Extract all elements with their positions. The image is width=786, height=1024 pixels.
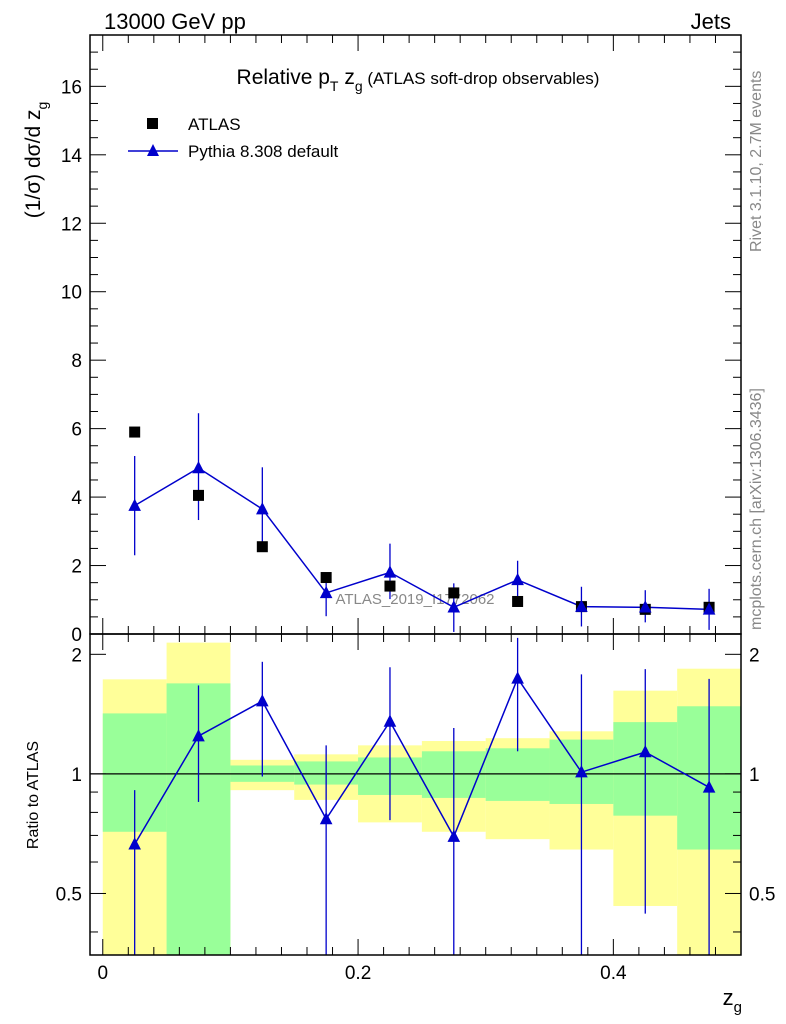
ratio-point [447,829,461,842]
pythia-point [128,498,141,511]
y-tick-label: 12 [61,214,82,235]
band-inner [485,748,550,801]
ratio-y-tick-label-left: 2 [71,645,82,666]
legend-marker-atlas [147,118,158,129]
y-tick-label: 6 [71,420,82,441]
pythia-line [134,467,710,611]
xlabel-main: z [723,985,734,1010]
x-tick-label: 0.2 [345,963,371,984]
title-main: Relative p [237,66,330,89]
ratio-point [128,837,141,850]
y-tick-label: 2 [71,557,82,578]
ratio-plot-frame [89,633,742,956]
mcplots-label: mcplots.cern.ch [arXiv:1306.3436] [748,388,765,630]
ratio-y-tick-label-right: 2 [749,645,760,666]
legend-marker-pythia [147,144,159,156]
xlabel-sub: g [734,999,742,1016]
ratio-y-tick-label-left: 0.5 [56,884,82,905]
pythia-point [447,600,461,613]
atlas-point [129,426,141,438]
pythia-point [192,460,205,474]
ratio-plot: 0.5 0.5 1 1 2 2 0 0.2 0.4 Ratio to ATLAS zg [25,633,775,1016]
atlas-point [256,541,268,553]
ratio-point [702,780,716,793]
ratio-point [192,729,205,742]
legend-label-pythia: Pythia 8.308 default [188,142,339,161]
y-tick-label: 0 [71,625,82,646]
title-sub1: T [330,78,339,94]
x-axis-label: zg [723,985,742,1016]
x-tick-label: 0 [97,963,108,984]
pythia-point [383,565,397,578]
chart-title: Relative pT zg (ATLAS soft-drop observab… [237,66,600,94]
header-right: Jets [691,9,731,34]
rivet-label: Rivet 3.1.10, 2.7M events [748,71,765,252]
pythia-point [638,600,652,613]
ratio-y-tick-label-left: 1 [71,765,82,786]
header-left: 13000 GeV pp [104,9,246,34]
ratio-point [575,765,588,778]
y-tick-label: 8 [71,351,82,372]
ratio-line [134,676,710,845]
ratio-point [511,671,524,684]
pythia-point [575,599,588,612]
y-tick-label: 14 [61,146,83,167]
y-tick-label: 16 [61,77,82,98]
pythia-point [256,502,269,515]
y-tick-label: 10 [61,283,82,304]
ylabel-sub: g [34,102,50,110]
legend-label-atlas: ATLAS [188,115,241,134]
pythia-point [702,602,716,615]
ratio-point [638,745,652,758]
ratio-point [319,811,333,825]
ratio-y-tick-label-right: 0.5 [749,884,775,905]
atlas-point [384,580,396,592]
ylabel-main: (1/σ) dσ/d z [22,110,45,219]
title-sub2: g [355,78,363,94]
y-axis-label: (1/σ) dσ/d zg [22,102,50,219]
atlas-point [512,595,524,607]
title-mid: z [338,66,354,89]
ratio-y-axis-label: Ratio to ATLAS [25,741,42,849]
pythia-point [511,572,524,586]
ratio-point [383,714,397,727]
x-tick-label: 0.4 [600,963,627,984]
atlas-point [320,572,332,584]
legend: ATLAS Pythia 8.308 default [128,115,339,161]
ratio-y-tick-label-right: 1 [749,765,760,786]
title-rest: (ATLAS soft-drop observables) [363,69,600,88]
y-tick-label: 4 [71,488,82,509]
ratio-point [256,694,269,707]
pythia-point [319,585,333,599]
atlas-point [193,489,204,501]
atlas-point [448,587,460,599]
